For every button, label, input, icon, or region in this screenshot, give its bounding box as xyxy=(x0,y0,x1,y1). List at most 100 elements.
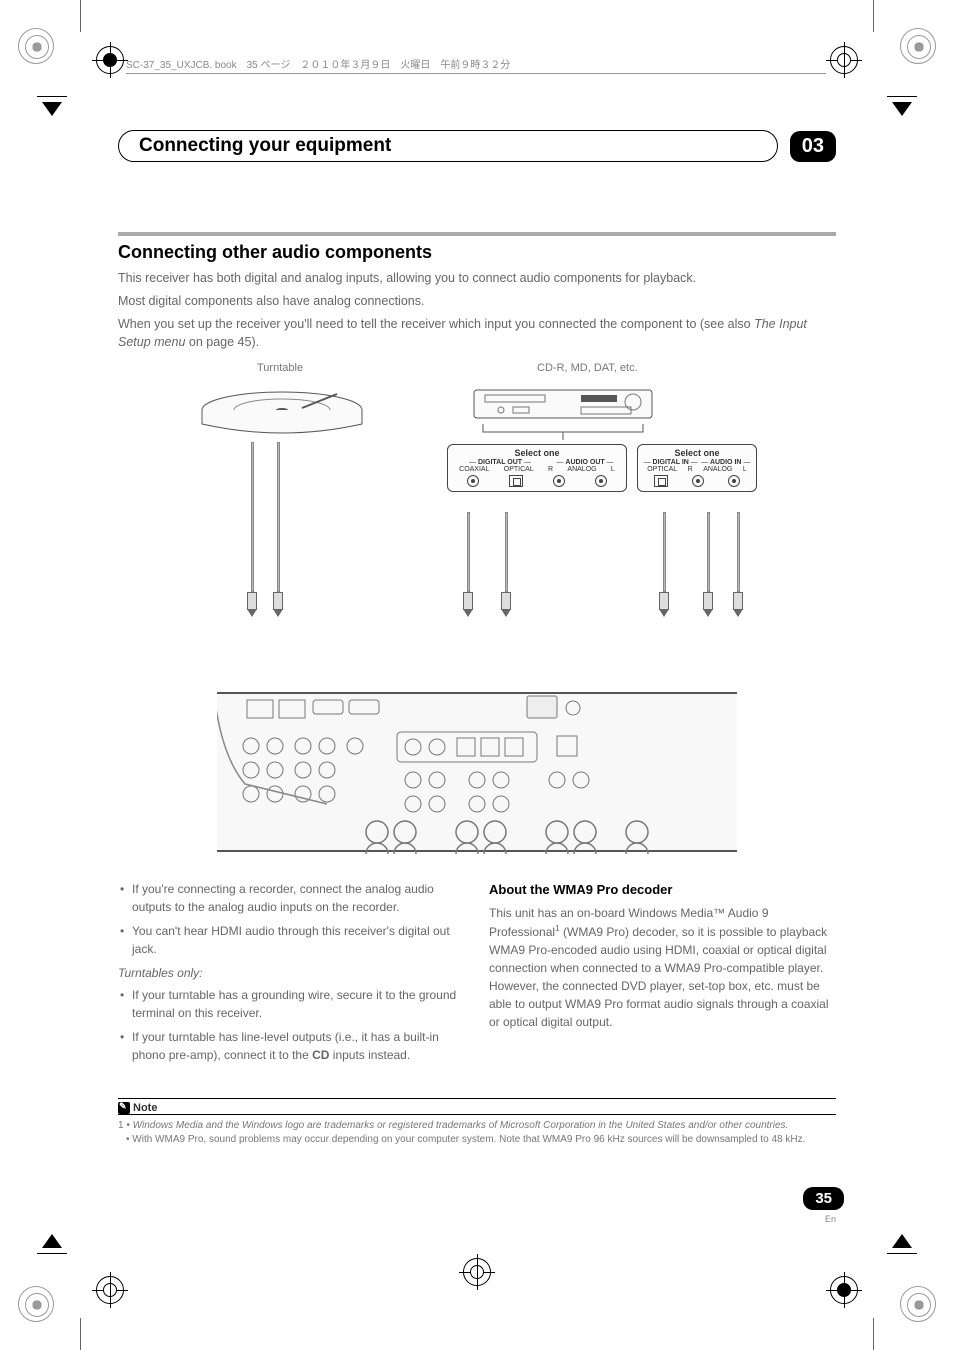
cdr-label: CD-R, MD, DAT, etc. xyxy=(537,362,638,374)
plug-icon xyxy=(273,592,283,610)
cross-mark xyxy=(92,42,128,78)
left-column: If you're connecting a recorder, connect… xyxy=(118,880,465,1070)
connector-box-out: Select one — DIGITAL OUT — — AUDIO OUT —… xyxy=(447,444,627,492)
label: R xyxy=(548,466,553,473)
label: DIGITAL OUT xyxy=(478,459,522,466)
label: L xyxy=(743,466,747,473)
receiver-rear-panel xyxy=(217,692,737,852)
arrow-mark xyxy=(892,102,912,116)
note-icon xyxy=(118,1102,130,1114)
text: • Windows Media and the Windows logo are… xyxy=(124,1120,789,1131)
plug-icon xyxy=(733,592,743,610)
rear-panel-svg xyxy=(217,694,737,854)
section-heading: Connecting other audio components xyxy=(118,242,836,263)
text: inputs instead. xyxy=(329,1048,410,1062)
registration-mark xyxy=(900,28,936,64)
cable xyxy=(663,512,666,592)
rca-jack-icon xyxy=(595,475,607,487)
book-header-text: SC-37_35_UXJCB. book 35 ページ ２０１０年３月９日 火曜… xyxy=(126,60,510,71)
cross-mark xyxy=(92,1272,128,1308)
arrow-mark xyxy=(42,1234,62,1248)
chapter-number: 03 xyxy=(790,131,836,162)
select-one-label: Select one xyxy=(638,445,756,459)
rca-jack-icon xyxy=(467,475,479,487)
cross-mark xyxy=(826,42,862,78)
cable xyxy=(737,512,740,592)
label: R xyxy=(688,466,693,473)
bullet-item: If your turntable has line-level outputs… xyxy=(132,1028,465,1064)
plug-icon xyxy=(463,592,473,610)
label: L xyxy=(611,466,615,473)
section-rule xyxy=(118,232,836,236)
label: AUDIO OUT xyxy=(565,459,604,466)
cable xyxy=(707,512,710,592)
body-paragraph: This unit has an on-board Windows Media™… xyxy=(489,904,836,1031)
plug-icon xyxy=(659,592,669,610)
plug-icon xyxy=(703,592,713,610)
subsection-heading: About the WMA9 Pro decoder xyxy=(489,880,836,900)
page-number: 35 xyxy=(803,1187,844,1210)
label: ANALOG xyxy=(703,466,732,473)
arrow-mark xyxy=(892,1234,912,1248)
registration-mark xyxy=(18,1286,54,1322)
label: ANALOG xyxy=(567,466,596,473)
crop-line xyxy=(873,0,874,32)
page-language: En xyxy=(825,1214,836,1224)
book-header-line: SC-37_35_UXJCB. book 35 ページ ２０１０年３月９日 火曜… xyxy=(126,56,826,74)
cable xyxy=(277,442,280,592)
text: • With WMA9 Pro, sound problems may occu… xyxy=(126,1134,805,1145)
optical-jack-icon xyxy=(509,475,523,487)
select-one-label: Select one xyxy=(448,445,626,459)
arrow-mark xyxy=(42,102,62,116)
cross-mark xyxy=(459,1254,495,1290)
bullet-item: If you're connecting a recorder, connect… xyxy=(132,880,465,916)
text: on page 45). xyxy=(185,335,259,349)
note-label-text: Note xyxy=(133,1102,157,1114)
optical-jack-icon xyxy=(654,475,668,487)
note-label: Note xyxy=(118,1102,836,1114)
chapter-header: Connecting your equipment 03 xyxy=(118,130,836,162)
label: COAXIAL xyxy=(459,466,489,473)
cable xyxy=(467,512,470,592)
rule xyxy=(118,1098,836,1099)
cross-mark xyxy=(826,1272,862,1308)
page-content: Connecting your equipment 03 Connecting … xyxy=(118,130,836,1147)
text: When you set up the receiver you'll need… xyxy=(118,317,754,331)
plug-icon xyxy=(247,592,257,610)
turntable-icon xyxy=(197,380,367,450)
plug-icon xyxy=(501,592,511,610)
bracket-icon xyxy=(473,424,653,444)
chapter-title: Connecting your equipment xyxy=(118,130,778,162)
body-paragraph: Most digital components also have analog… xyxy=(118,292,836,311)
body-paragraph: This receiver has both digital and analo… xyxy=(118,269,836,288)
label: AUDIO IN xyxy=(710,459,742,466)
rule xyxy=(118,1114,836,1115)
cdr-device-icon xyxy=(473,380,653,426)
rca-jack-icon xyxy=(553,475,565,487)
body-paragraph: When you set up the receiver you'll need… xyxy=(118,315,836,353)
text: (WMA9 Pro) decoder, so it is possible to… xyxy=(489,925,829,1029)
registration-mark xyxy=(900,1286,936,1322)
footnote-text: 1 • Windows Media and the Windows logo a… xyxy=(118,1119,836,1133)
cable xyxy=(505,512,508,592)
turntable-label: Turntable xyxy=(257,362,303,374)
connection-diagram: Turntable CD-R, MD, DAT, etc. Select one xyxy=(197,362,757,862)
footnote-text: • With WMA9 Pro, sound problems may occu… xyxy=(118,1133,836,1147)
label: OPTICAL xyxy=(504,466,534,473)
two-column-section: If you're connecting a recorder, connect… xyxy=(118,880,836,1070)
label: DIGITAL IN xyxy=(653,459,689,466)
note-block: Note 1 • Windows Media and the Windows l… xyxy=(118,1098,836,1147)
registration-mark xyxy=(18,28,54,64)
text-bold: CD xyxy=(312,1048,329,1062)
label: OPTICAL xyxy=(647,466,677,473)
subsection-label: Turntables only: xyxy=(118,964,465,982)
cable xyxy=(251,442,254,592)
crop-line xyxy=(873,1318,874,1350)
bullet-item: If your turntable has a grounding wire, … xyxy=(132,986,465,1022)
right-column: About the WMA9 Pro decoder This unit has… xyxy=(489,880,836,1070)
connector-box-in: Select one — DIGITAL IN — — AUDIO IN — O… xyxy=(637,444,757,492)
crop-line xyxy=(80,0,81,32)
crop-line xyxy=(80,1318,81,1350)
rca-jack-icon xyxy=(692,475,704,487)
rca-jack-icon xyxy=(728,475,740,487)
